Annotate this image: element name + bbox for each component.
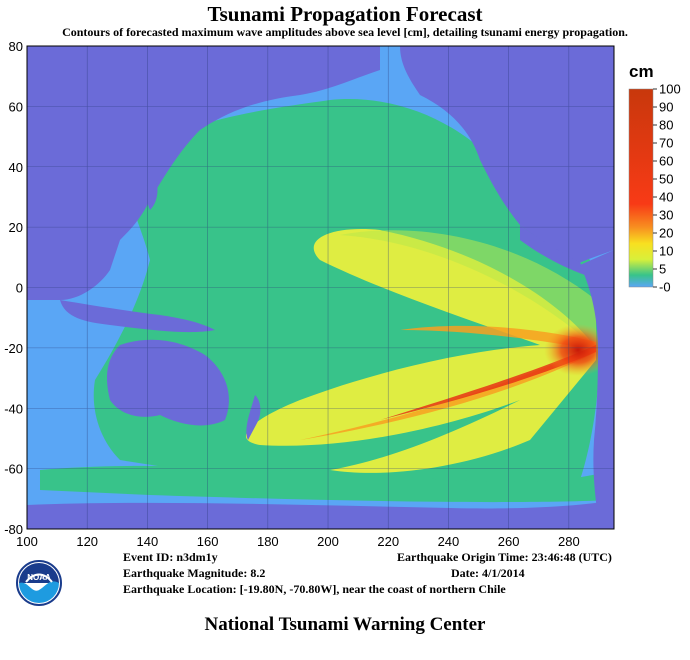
land-indonesia xyxy=(60,300,215,333)
earthquake-magnitude: Earthquake Magnitude: 8.2 xyxy=(123,566,266,580)
colorbar-tick-label: 50 xyxy=(659,172,673,187)
colorbar-tick-label: 40 xyxy=(659,190,673,205)
x-tick-label: 140 xyxy=(137,534,159,549)
x-tick-label: 100 xyxy=(16,534,38,549)
x-tick-label: 180 xyxy=(257,534,279,549)
y-tick-label: 40 xyxy=(9,160,23,175)
y-tick-label: 0 xyxy=(16,281,23,296)
colorbar-tick-label: 90 xyxy=(659,100,673,115)
colorbar-tick-label: -0 xyxy=(659,280,671,295)
origin-time: Earthquake Origin Time: 23:46:48 (UTC) xyxy=(397,550,612,564)
colorbar-tick-label: 60 xyxy=(659,154,673,169)
x-tick-label: 220 xyxy=(377,534,399,549)
earthquake-location: Earthquake Location: [-19.80N, -70.80W],… xyxy=(123,582,506,596)
event-date: Date: 4/1/2014 xyxy=(451,566,525,580)
y-tick-label: -40 xyxy=(4,401,23,416)
x-tick-label: 280 xyxy=(558,534,580,549)
map-title: Tsunami Propagation Forecast xyxy=(207,2,483,26)
colorbar-tick-label: 80 xyxy=(659,118,673,133)
y-tick-label: 80 xyxy=(9,39,23,54)
land-antarctica xyxy=(27,500,614,529)
x-tick-label: 240 xyxy=(438,534,460,549)
land-asia xyxy=(27,46,380,300)
yellow-green-halo xyxy=(340,230,596,348)
land-south-america xyxy=(580,250,614,529)
y-tick-label: -80 xyxy=(4,522,23,537)
map-layers xyxy=(27,46,614,529)
y-axis-ticks: 80 60 40 20 0 -20 -40 -60 -80 xyxy=(4,39,23,537)
y-tick-label: -60 xyxy=(4,462,23,477)
y-tick-label: 20 xyxy=(9,220,23,235)
colorbar-tick-label: 70 xyxy=(659,136,673,151)
y-tick-label: 60 xyxy=(9,99,23,114)
colorbar-tick-label: 20 xyxy=(659,226,673,241)
svg-text:NOAA: NOAA xyxy=(27,573,51,582)
x-tick-label: 160 xyxy=(197,534,219,549)
noaa-logo: NOAA xyxy=(16,560,62,606)
colorbar-tick-label: 100 xyxy=(659,82,681,97)
map-subtitle: Contours of forecasted maximum wave ampl… xyxy=(62,25,628,39)
land-japan xyxy=(146,170,158,210)
colorbar-tick-label: 30 xyxy=(659,208,673,223)
land-masses xyxy=(27,46,614,529)
land-australia xyxy=(107,339,229,426)
colorbar-unit: cm xyxy=(629,62,654,81)
land-new-zealand xyxy=(246,395,261,440)
colorbar-tick-label: 5 xyxy=(659,262,666,277)
x-tick-label: 200 xyxy=(317,534,339,549)
grid-lines xyxy=(27,46,614,529)
footer-title: National Tsunami Warning Center xyxy=(204,614,486,635)
y-tick-label: -20 xyxy=(4,341,23,356)
southern-green-band xyxy=(40,465,612,503)
colorbar-tick-label: 10 xyxy=(659,244,673,259)
colorbar xyxy=(628,88,654,288)
land-north-america xyxy=(400,46,614,265)
x-axis-ticks: 100 120 140 160 180 200 220 240 260 280 xyxy=(16,534,580,549)
x-tick-label: 260 xyxy=(498,534,520,549)
epicenter-hotspot xyxy=(544,324,612,376)
colorbar-ticks: 100 90 80 70 60 50 40 30 20 10 5 -0 xyxy=(653,82,681,295)
plot-frame xyxy=(26,45,615,530)
x-tick-label: 120 xyxy=(76,534,98,549)
event-id: Event ID: n3dm1y xyxy=(123,550,218,564)
